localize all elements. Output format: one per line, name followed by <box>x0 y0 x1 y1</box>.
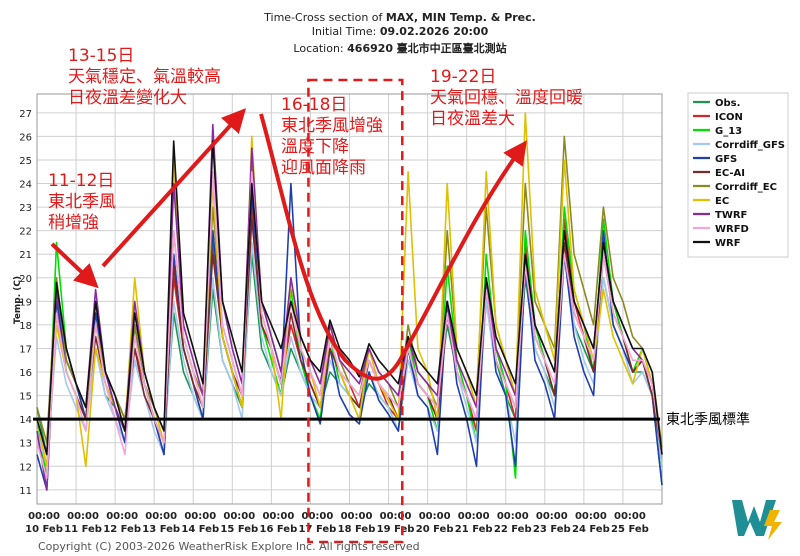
x-tick-time: 00:00 <box>223 511 255 522</box>
initial-time: Initial Time: 09.02.2026 20:00 <box>311 25 489 38</box>
x-tick-date: 17 Feb <box>299 524 337 535</box>
legend-label: EC <box>715 196 729 207</box>
x-tick-time: 00:00 <box>28 511 60 522</box>
legend-box <box>687 92 789 258</box>
x-tick-time: 00:00 <box>262 511 294 522</box>
y-tick-label: 12 <box>19 462 32 473</box>
x-tick-time: 00:00 <box>575 511 607 522</box>
y-axis-label: Temp. (C) <box>13 276 23 324</box>
trend-arrow-down <box>50 242 99 289</box>
x-tick-time: 00:00 <box>380 511 412 522</box>
x-tick-date: 15 Feb <box>220 524 258 535</box>
threshold-label: 東北季風標準 <box>666 412 750 428</box>
legend-label: Obs. <box>715 98 740 109</box>
x-tick-time: 00:00 <box>497 511 529 522</box>
legend-label: TWRF <box>715 210 747 221</box>
trend-arrow-up <box>101 108 247 268</box>
y-tick-label: 24 <box>19 180 32 191</box>
legend: Obs. ICON G_13 Corrdiff_GFS GFS EC-AI Corrdiff… <box>687 92 789 258</box>
y-tick-label: 20 <box>19 274 32 285</box>
x-tick-date: 16 Feb <box>259 524 297 535</box>
x-tick-time: 00:00 <box>341 511 373 522</box>
y-tick-label: 14 <box>19 415 32 426</box>
x-tick-time: 00:00 <box>302 511 334 522</box>
y-tick-label: 13 <box>19 439 32 450</box>
axes: 11 12 13 14 15 16 17 18 19 20 21 22 23 24 25 26 27 00:00 1… <box>13 109 649 535</box>
annotation-16-18: 16-18日 東北季風增強 溫度下降 迎風面降雨 <box>281 95 383 178</box>
y-tick-label: 22 <box>19 227 32 238</box>
x-tick-time: 00:00 <box>106 511 138 522</box>
x-tick-time: 00:00 <box>184 511 216 522</box>
legend-label: Corrdiff_GFS <box>715 140 785 151</box>
y-tick-label: 23 <box>19 203 32 214</box>
y-tick-label: 18 <box>19 321 32 332</box>
x-tick-date: 18 Feb <box>338 524 376 535</box>
x-tick-date: 10 Feb <box>25 524 63 535</box>
y-tick-label: 21 <box>19 250 32 261</box>
legend-label: Corrdiff_EC <box>715 182 777 193</box>
annotation-13-15: 13-15日 天氣穩定、氣溫較高 日夜溫差變化大 <box>68 46 221 108</box>
weatherrisk-logo <box>732 500 782 540</box>
x-tick-date: 13 Feb <box>142 524 180 535</box>
legend-label: WRFD <box>715 224 749 235</box>
trend-arrow-recovery <box>259 113 527 381</box>
x-tick-time: 00:00 <box>419 511 451 522</box>
highlight-box <box>307 78 404 544</box>
y-tick-label: 26 <box>19 132 32 143</box>
y-tick-label: 16 <box>19 368 32 379</box>
x-tick-date: 19 Feb <box>377 524 415 535</box>
x-tick-date: 25 Feb <box>611 524 649 535</box>
x-tick-time: 00:00 <box>145 511 177 522</box>
x-tick-date: 21 Feb <box>455 524 493 535</box>
legend-label: G_13 <box>715 126 742 137</box>
y-tick-label: 11 <box>19 486 32 497</box>
x-tick-date: 22 Feb <box>494 524 532 535</box>
legend-label: ICON <box>715 112 743 123</box>
series-line-wrfd <box>36 171 663 479</box>
legend-label: GFS <box>715 154 737 165</box>
x-tick-time: 00:00 <box>458 511 490 522</box>
x-tick-date: 20 Feb <box>416 524 454 535</box>
x-tick-date: 12 Feb <box>103 524 141 535</box>
legend-label: WRF <box>715 238 741 249</box>
copyright: Copyright (C) 2003-2026 WeatherRisk Expl… <box>38 540 420 553</box>
location: Location: 466920 臺北市中正區臺北測站 <box>293 42 507 55</box>
x-tick-date: 23 Feb <box>533 524 571 535</box>
y-tick-label: 25 <box>19 156 32 167</box>
x-tick-date: 24 Feb <box>572 524 610 535</box>
annotation-19-22: 19-22日 天氣回穩、溫度回暖 日夜溫差大 <box>430 67 583 129</box>
y-tick-label: 15 <box>19 392 32 403</box>
plot-frame <box>36 93 663 505</box>
x-tick-date: 14 Feb <box>181 524 219 535</box>
x-tick-date: 11 Feb <box>64 524 102 535</box>
x-tick-time: 00:00 <box>614 511 646 522</box>
chart-title: Time-Cross section of MAX, MIN Temp. & P… <box>264 11 536 24</box>
y-tick-label: 17 <box>19 344 32 355</box>
legend-label: EC-AI <box>715 168 745 179</box>
y-tick-label: 27 <box>19 109 32 120</box>
y-tick-label: 19 <box>19 297 32 308</box>
x-tick-time: 00:00 <box>536 511 568 522</box>
annotation-11-12: 11-12日 東北季風 稍增強 <box>48 171 116 233</box>
x-tick-time: 00:00 <box>67 511 99 522</box>
series-line-wrf <box>36 140 663 456</box>
series-group <box>36 112 663 491</box>
series-line-ec <box>36 112 663 468</box>
